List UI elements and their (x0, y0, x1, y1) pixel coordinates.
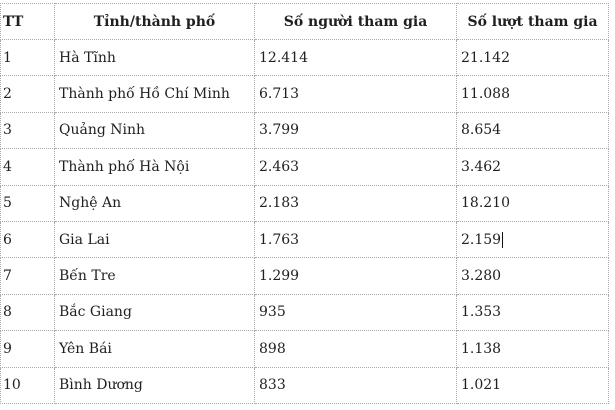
participation-table: TT Tỉnh/thành phố Số người tham gia Số l… (0, 3, 609, 404)
header-cell-tt[interactable]: TT (0, 3, 55, 40)
row-index: 1 (3, 49, 12, 66)
province-name: Bình Dương (59, 377, 143, 394)
participants-count: 1.763 (259, 231, 300, 248)
turns-count: 1.138 (461, 340, 502, 357)
table-row: 4 Thành phố Hà Nội 2.463 3.462 (0, 148, 609, 186)
cell-participants[interactable]: 935 (254, 293, 457, 332)
cell-tt[interactable]: 2 (0, 75, 55, 113)
header-cell-turns[interactable]: Số lượt tham gia (456, 3, 609, 40)
cell-turns[interactable]: 2.159 (456, 220, 609, 259)
turns-count: 1.021 (461, 377, 502, 394)
province-name: Nghệ An (59, 195, 122, 212)
participants-count: 6.713 (259, 86, 300, 103)
turns-count: 3.280 (461, 268, 502, 285)
table-row: 2 Thành phố Hồ Chí Minh 6.713 11.088 (0, 75, 609, 113)
province-name: Gia Lai (59, 231, 110, 248)
cell-turns[interactable]: 18.210 (456, 184, 609, 222)
cell-tt[interactable]: 9 (0, 330, 55, 368)
row-index: 3 (3, 122, 12, 139)
cell-province[interactable]: Yên Bái (54, 330, 255, 368)
table-row: 5 Nghệ An 2.183 18.210 (0, 184, 609, 222)
header-row: TT Tỉnh/thành phố Số người tham gia Số l… (0, 3, 609, 40)
participants-count: 12.414 (259, 49, 308, 66)
row-index: 8 (3, 304, 12, 321)
row-index: 7 (3, 268, 12, 285)
cell-turns[interactable]: 1.138 (456, 330, 609, 368)
text-caret (502, 231, 504, 248)
participants-count: 833 (259, 377, 286, 394)
table-row: 9 Yên Bái 898 1.138 (0, 330, 609, 368)
cell-participants[interactable]: 1.763 (254, 220, 457, 259)
cell-province[interactable]: Bắc Giang (54, 293, 255, 332)
row-index: 5 (3, 195, 12, 212)
participants-count: 2.183 (259, 195, 300, 212)
cell-province[interactable]: Thành phố Hồ Chí Minh (54, 75, 255, 113)
cell-participants[interactable]: 3.799 (254, 111, 457, 150)
province-name: Hà Tĩnh (59, 49, 116, 66)
cell-province[interactable]: Bến Tre (54, 257, 255, 295)
table-row: 8 Bắc Giang 935 1.353 (0, 293, 609, 332)
table-row: 7 Bến Tre 1.299 3.280 (0, 257, 609, 295)
table-row: 10 Bình Dương 833 1.021 (0, 366, 609, 404)
participants-count: 2.463 (259, 158, 300, 175)
cell-turns[interactable]: 1.021 (456, 366, 609, 404)
row-index: 9 (3, 340, 12, 357)
cell-participants[interactable]: 898 (254, 330, 457, 368)
cell-participants[interactable]: 2.183 (254, 184, 457, 222)
cell-participants[interactable]: 12.414 (254, 38, 457, 77)
cell-turns[interactable]: 1.353 (456, 293, 609, 332)
cell-turns[interactable]: 8.654 (456, 111, 609, 150)
turns-count: 1.353 (461, 304, 502, 321)
province-name: Thành phố Hà Nội (59, 158, 190, 175)
participants-count: 935 (259, 304, 286, 321)
cell-tt[interactable]: 7 (0, 257, 55, 295)
turns-count: 3.462 (461, 158, 502, 175)
province-name: Bắc Giang (59, 304, 132, 321)
participants-count: 3.799 (259, 122, 300, 139)
province-name: Bến Tre (59, 268, 116, 285)
table-row: 6 Gia Lai 1.763 2.159 (0, 220, 609, 259)
turns-count: 2.159 (461, 231, 502, 248)
cell-province[interactable]: Nghệ An (54, 184, 255, 222)
cell-turns[interactable]: 3.280 (456, 257, 609, 295)
province-name: Yên Bái (59, 340, 112, 357)
header-cell-province[interactable]: Tỉnh/thành phố (54, 3, 255, 40)
cell-tt[interactable]: 5 (0, 184, 55, 222)
table-row: 1 Hà Tĩnh 12.414 21.142 (0, 38, 609, 77)
cell-province[interactable]: Hà Tĩnh (54, 38, 255, 77)
cell-province[interactable]: Thành phố Hà Nội (54, 148, 255, 186)
participants-count: 898 (259, 340, 286, 357)
table-body: 1 Hà Tĩnh 12.414 21.142 2 Thành phố Hồ C… (0, 38, 609, 404)
turns-count: 11.088 (461, 86, 510, 103)
cell-tt[interactable]: 8 (0, 293, 55, 332)
cell-participants[interactable]: 6.713 (254, 75, 457, 113)
turns-count: 8.654 (461, 122, 502, 139)
row-index: 10 (3, 377, 21, 394)
cell-tt[interactable]: 3 (0, 111, 55, 150)
province-name: Thành phố Hồ Chí Minh (59, 86, 230, 103)
cell-tt[interactable]: 6 (0, 220, 55, 259)
cell-tt[interactable]: 4 (0, 148, 55, 186)
turns-count: 18.210 (461, 195, 510, 212)
cell-province[interactable]: Bình Dương (54, 366, 255, 404)
row-index: 6 (3, 231, 12, 248)
cell-participants[interactable]: 2.463 (254, 148, 457, 186)
cell-province[interactable]: Quảng Ninh (54, 111, 255, 150)
cell-turns[interactable]: 21.142 (456, 38, 609, 77)
cell-participants[interactable]: 833 (254, 366, 457, 404)
row-index: 4 (3, 158, 12, 175)
row-index: 2 (3, 86, 12, 103)
table-row: 3 Quảng Ninh 3.799 8.654 (0, 111, 609, 150)
cell-participants[interactable]: 1.299 (254, 257, 457, 295)
cell-turns[interactable]: 3.462 (456, 148, 609, 186)
province-name: Quảng Ninh (59, 122, 146, 139)
cell-province[interactable]: Gia Lai (54, 220, 255, 259)
cell-turns[interactable]: 11.088 (456, 75, 609, 113)
cell-tt[interactable]: 10 (0, 366, 55, 404)
participants-count: 1.299 (259, 268, 300, 285)
turns-count: 21.142 (461, 49, 510, 66)
cell-tt[interactable]: 1 (0, 38, 55, 77)
header-cell-participants[interactable]: Số người tham gia (254, 3, 457, 40)
